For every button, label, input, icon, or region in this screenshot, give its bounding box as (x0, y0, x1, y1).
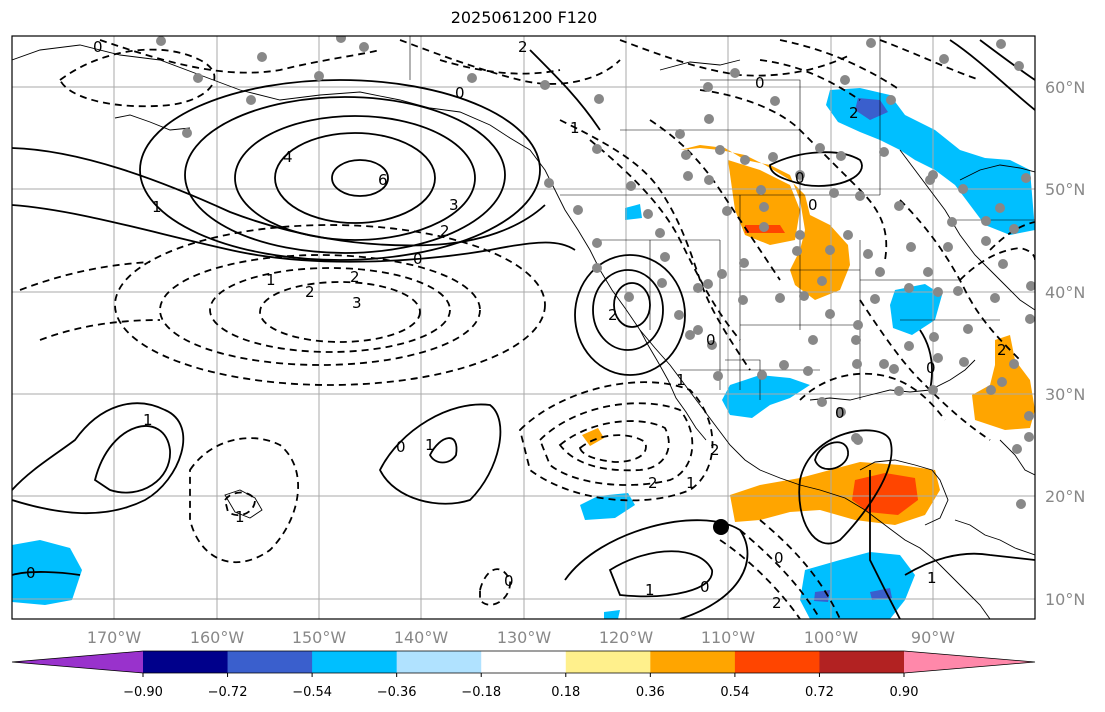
contour-label: 1 (686, 474, 696, 492)
latitude-labels: 60°N 50°N 40°N 30°N 20°N 10°N (1045, 78, 1085, 609)
contour-label: 2 (350, 268, 360, 286)
lon-tick-label: 110°W (701, 628, 756, 647)
colorbar-swatch (312, 651, 398, 673)
contour-label: 0 (808, 196, 818, 214)
gridlines (12, 36, 1035, 619)
colorbar-swatch (227, 651, 313, 673)
colorbar-tick-label: 0.36 (636, 685, 665, 700)
colorbar-swatch (650, 651, 736, 673)
contour-label: 1 (927, 569, 937, 587)
contour-label: 2 (648, 474, 658, 492)
contour-label: 2 (772, 594, 782, 612)
lon-tick-label: 120°W (599, 628, 654, 647)
negative-anomaly-region (890, 284, 942, 335)
contour-label: 2 (608, 306, 618, 324)
contour-label: 2 (518, 38, 528, 56)
contour-label: 3 (352, 294, 362, 312)
lat-tick-label: 20°N (1045, 487, 1085, 506)
colorbar-swatch (481, 651, 567, 673)
contour-label: 0 (396, 438, 406, 456)
contour-label: 0 (926, 359, 936, 377)
contour-label: 0 (835, 404, 845, 422)
lon-tick-label: 130°W (497, 628, 552, 647)
map-title: 2025061200 F120 (450, 8, 598, 27)
contour-label: 0 (455, 84, 465, 102)
lon-tick-label: 90°W (911, 628, 955, 647)
negative-anomaly-region (800, 552, 915, 619)
contour-label: 4 (283, 148, 293, 166)
lat-tick-label: 60°N (1045, 78, 1085, 97)
contour-label: 0 (795, 169, 805, 187)
negative-anomaly-region (604, 610, 620, 619)
contour-label: 2 (710, 441, 720, 459)
contour-labels: 0 2 6 4 1 3 2 0 1 2 3 2 1 0 2 0 0 1 1 1 … (26, 38, 1007, 612)
contour-label: 1 (266, 271, 276, 289)
contour-label: 0 (774, 549, 784, 567)
colorbar-swatch (734, 651, 820, 673)
longitude-labels: 170°W 160°W 150°W 140°W 130°W 120°W 110°… (87, 628, 955, 647)
lat-tick-label: 10°N (1045, 590, 1085, 609)
contour-label: 1 (645, 581, 655, 599)
colorbar-extend-low (12, 651, 143, 673)
colorbar-tick-label: 0.18 (551, 685, 580, 700)
contour-label: 1 (676, 371, 686, 389)
lon-tick-label: 150°W (292, 628, 347, 647)
colorbar-swatch (819, 651, 905, 673)
colorbar-tick-label: −0.90 (123, 685, 163, 700)
colorbar-tick-label: 0.72 (805, 685, 834, 700)
contour-label: 0 (504, 572, 514, 590)
negative-anomaly-region (722, 375, 810, 418)
lat-tick-label: 40°N (1045, 283, 1085, 302)
colorbar-tick-label: −0.54 (292, 685, 332, 700)
contour-label: 1 (143, 411, 153, 429)
map-frame (11, 35, 1036, 620)
colorbar-tick-label: −0.18 (461, 685, 501, 700)
colorbar-tick-label: 0.54 (720, 685, 749, 700)
colorbar-swatches (11, 650, 1036, 674)
negative-anomaly-region (625, 204, 642, 220)
colorbar: −0.90 −0.72 −0.54 −0.36 −0.18 0.18 0.36 0.54 0.7… (11, 650, 1036, 700)
lon-tick-label: 140°W (394, 628, 449, 647)
colorbar-extend-high (904, 651, 1035, 673)
contour-label: 2 (849, 104, 859, 122)
colorbar-tick-label: −0.72 (208, 685, 248, 700)
political-boundaries (409, 36, 1035, 400)
contour-label: 2 (997, 341, 1007, 359)
lon-tick-label: 100°W (804, 628, 859, 647)
colorbar-swatch (565, 651, 651, 673)
contour-label: 0 (93, 38, 103, 56)
colorbar-tick-label: −0.36 (377, 685, 417, 700)
dashed-contours (19, 39, 1035, 619)
contour-label: 1 (570, 119, 580, 137)
contour-label: 0 (26, 564, 36, 582)
colorbar-swatch (396, 651, 482, 673)
positive-anomaly-region (680, 145, 850, 300)
contour-label: 3 (449, 196, 459, 214)
coastlines (12, 44, 1035, 619)
contour-label: 0 (706, 331, 716, 349)
contour-label: 6 (378, 171, 388, 189)
location-marker (713, 519, 729, 535)
negative-anomaly-region (826, 88, 1035, 235)
colorbar-swatch (143, 651, 229, 673)
lat-tick-label: 50°N (1045, 180, 1085, 199)
lon-tick-label: 160°W (190, 628, 245, 647)
lon-tick-label: 170°W (87, 628, 142, 647)
positive-anomaly-region (582, 428, 604, 446)
colorbar-tick-label: 0.90 (890, 685, 919, 700)
contour-label: 1 (235, 508, 245, 526)
colorbar-labels: −0.90 −0.72 −0.54 −0.36 −0.18 0.18 0.36 0.54 0.7… (123, 673, 918, 700)
contour-label: 1 (425, 436, 435, 454)
contour-label: 0 (700, 578, 710, 596)
contour-label: 0 (413, 250, 423, 268)
station-markers (156, 36, 1035, 509)
contour-label: 1 (152, 198, 162, 216)
contour-label: 0 (755, 74, 765, 92)
solid-contours (12, 39, 1035, 619)
contour-label: 2 (440, 222, 450, 240)
lat-tick-label: 30°N (1045, 385, 1085, 404)
contour-label: 2 (305, 283, 315, 301)
